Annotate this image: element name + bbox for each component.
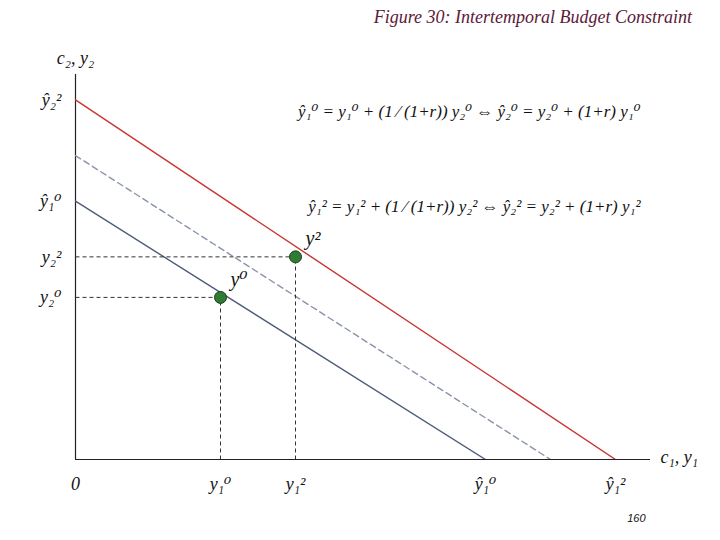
- svg-text:ŷ₁² = y₁² + (1 ⁄ (1+r)) y₂² ⇔: ŷ₁² = y₁² + (1 ⁄ (1+r)) y₂² ⇔ ŷ₂² = y₂² …: [306, 197, 641, 216]
- svg-text:y⁰: y⁰: [229, 268, 248, 291]
- svg-text:ŷ₁²: ŷ₁²: [604, 474, 626, 494]
- svg-text:c₁, y₁: c₁, y₁: [661, 447, 699, 467]
- svg-text:ŷ₁⁰: ŷ₁⁰: [473, 474, 496, 494]
- svg-text:ŷ₂²: ŷ₂²: [40, 90, 62, 110]
- svg-text:y₁²: y₁²: [284, 474, 306, 494]
- svg-text:c₂, y₂: c₂, y₂: [57, 48, 95, 68]
- svg-text:0: 0: [71, 474, 80, 494]
- svg-text:y²: y²: [304, 227, 322, 250]
- svg-text:ŷ₁⁰: ŷ₁⁰: [38, 191, 61, 211]
- html-text:Figure 30: Intertemporal Budge: Figure 30: Intertemporal Budget Constrai…: [373, 7, 692, 27]
- svg-text:ŷ₁⁰ = y₁⁰ + (1 ⁄ (1+r)) y₂⁰ ⇔: ŷ₁⁰ = y₁⁰ + (1 ⁄ (1+r)) y₂⁰ ⇔ ŷ₂⁰ = y₂⁰ …: [296, 102, 641, 121]
- svg-text:y₂⁰: y₂⁰: [38, 287, 61, 307]
- svg-text:y₁⁰: y₁⁰: [208, 474, 231, 494]
- svg-text:y₂²: y₂²: [40, 247, 62, 267]
- svg-text:160: 160: [627, 512, 646, 524]
